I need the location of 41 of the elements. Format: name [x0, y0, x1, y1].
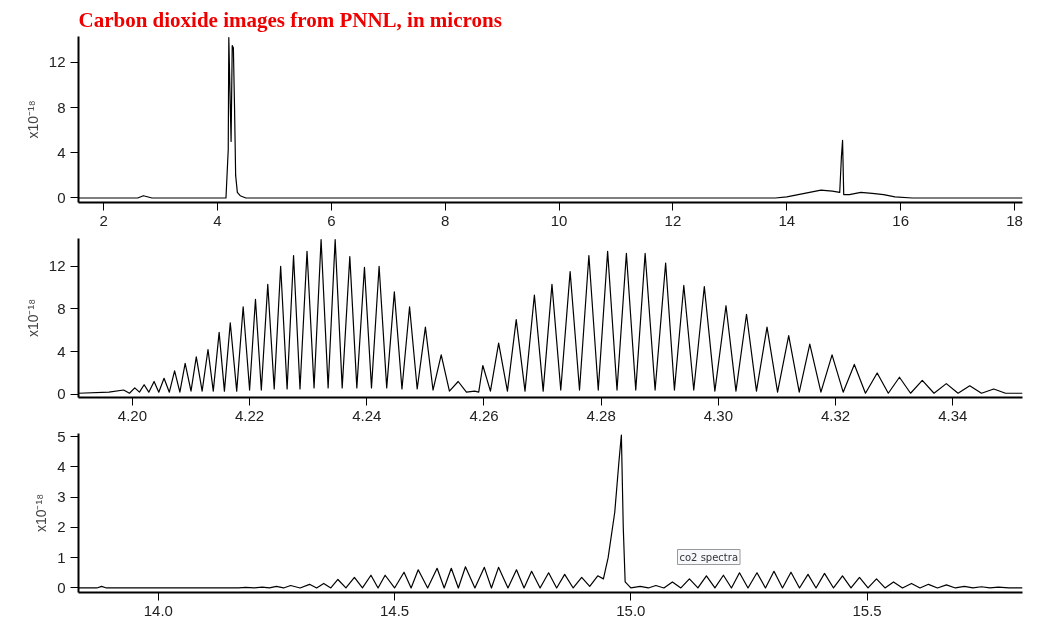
- x-tick-label: 4: [213, 211, 222, 229]
- y-tick-label: 4: [57, 342, 66, 360]
- x-tick-label: 4.34: [938, 406, 968, 424]
- x-tick-label: 10: [550, 211, 568, 229]
- y-axis-title: x10⁻¹⁸: [33, 493, 50, 533]
- annotation: co2 spectra: [679, 551, 739, 563]
- y-tick-label: 0: [57, 385, 66, 403]
- x-tick-label: 6: [327, 211, 336, 229]
- x-tick-label: 15.5: [852, 601, 882, 619]
- x-tick-label: 15.0: [616, 601, 646, 619]
- x-tick-label: 4.28: [586, 406, 616, 424]
- y-tick-label: 4: [57, 143, 66, 161]
- x-tick-label: 12: [664, 211, 682, 229]
- x-tick-label: 4.24: [352, 406, 382, 424]
- y-tick-label: 3: [57, 488, 66, 506]
- chart-title: Carbon dioxide images from PNNL, in microns: [78, 7, 502, 32]
- y-tick-label: 12: [48, 53, 66, 71]
- x-tick-label: 16: [892, 211, 909, 229]
- x-tick-label: 2: [99, 211, 108, 229]
- x-tick-label: 14: [778, 211, 796, 229]
- y-tick-label: 5: [57, 427, 66, 445]
- y-axis-title: x10⁻¹⁸: [24, 298, 41, 338]
- y-tick-label: 12: [48, 257, 66, 275]
- y-tick-label: 0: [57, 188, 66, 206]
- x-tick-label: 14.5: [379, 601, 410, 619]
- x-tick-label: 4.30: [703, 406, 733, 424]
- line-series: [78, 238, 1023, 394]
- y-tick-label: 0: [57, 578, 66, 596]
- x-tick-label: 8: [441, 211, 450, 229]
- y-tick-label: 8: [57, 299, 66, 317]
- x-tick-label: 4.20: [117, 406, 148, 424]
- y-axis-title: x10⁻¹⁸: [24, 100, 41, 139]
- y-tick-label: 2: [57, 518, 66, 536]
- x-tick-label: 4.22: [235, 406, 265, 424]
- x-tick-label: 14.0: [143, 601, 173, 619]
- y-tick-label: 8: [57, 98, 66, 116]
- x-tick-label: 18: [1006, 211, 1023, 229]
- y-tick-label: 1: [57, 548, 66, 566]
- x-tick-label: 4.32: [820, 406, 851, 424]
- x-tick-label: 4.26: [469, 406, 499, 424]
- y-tick-label: 4: [57, 457, 66, 475]
